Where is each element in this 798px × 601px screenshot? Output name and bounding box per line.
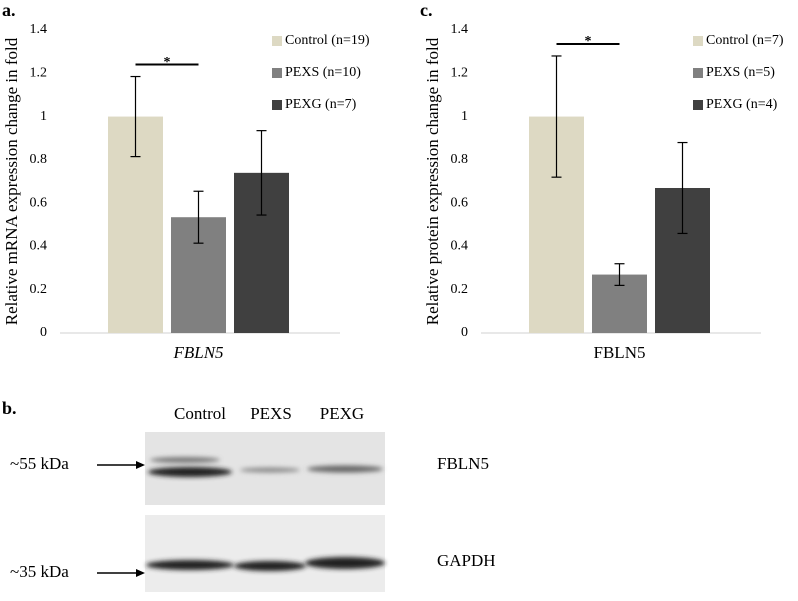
y-axis-label: Relative mRNA expression change in fold <box>2 37 21 325</box>
y-axis-label: Relative protein expression change in fo… <box>423 37 442 325</box>
error-bar <box>130 75 141 158</box>
error-bar <box>193 190 204 244</box>
error-bar <box>614 263 625 286</box>
legend-swatch <box>693 100 703 110</box>
legend-swatch <box>272 36 282 46</box>
y-tick-label: 0 <box>461 325 468 340</box>
marker-label: ~55 kDa <box>10 454 69 473</box>
legend-swatch <box>693 36 703 46</box>
y-tick-label: 0.2 <box>451 282 469 297</box>
lane-label: PEXS <box>250 404 292 423</box>
arrow-head <box>136 569 145 577</box>
panel-label: a. <box>2 0 16 20</box>
panel-label: c. <box>420 0 433 20</box>
y-tick-label: 0 <box>40 325 47 340</box>
legend-label: PEXG (n=4) <box>706 97 778 112</box>
legend-label: Control (n=7) <box>706 33 784 48</box>
y-tick-label: 0.2 <box>30 282 48 297</box>
y-tick-label: 1.4 <box>451 22 469 37</box>
y-tick-label: 1.4 <box>30 22 48 37</box>
legend-label: Control (n=19) <box>285 33 370 48</box>
legend-label: PEXG (n=7) <box>285 97 357 112</box>
legend-swatch <box>693 68 703 78</box>
y-tick-label: 1 <box>461 109 468 124</box>
panel-label: b. <box>2 398 17 418</box>
y-tick-label: 1 <box>40 109 47 124</box>
legend-swatch <box>272 68 282 78</box>
error-bar <box>256 130 267 216</box>
protein-label: FBLN5 <box>437 454 489 473</box>
protein-label: GAPDH <box>437 551 496 570</box>
y-tick-label: 1.2 <box>30 66 48 81</box>
legend-label: PEXS (n=5) <box>706 65 775 80</box>
y-tick-label: 0.4 <box>451 239 469 254</box>
arrow-head <box>136 461 145 469</box>
x-tick-label: FBLN5 <box>594 343 646 362</box>
lane-label: PEXG <box>320 404 364 423</box>
y-tick-label: 0.8 <box>451 152 469 167</box>
legend-label: PEXS (n=10) <box>285 65 361 80</box>
y-tick-label: 0.4 <box>30 239 48 254</box>
y-tick-label: 0.8 <box>30 152 48 167</box>
lane-label: Control <box>174 404 226 423</box>
marker-label: ~35 kDa <box>10 562 69 581</box>
x-tick-label: FBLN5 <box>172 343 223 362</box>
error-bar <box>677 141 688 235</box>
y-tick-label: 1.2 <box>451 66 469 81</box>
legend-swatch <box>272 100 282 110</box>
y-tick-label: 0.6 <box>451 195 469 210</box>
significance-mark: * <box>164 55 171 70</box>
error-bar <box>551 55 562 178</box>
y-tick-label: 0.6 <box>30 195 48 210</box>
blot-image <box>145 432 385 592</box>
significance-mark: * <box>585 34 592 49</box>
